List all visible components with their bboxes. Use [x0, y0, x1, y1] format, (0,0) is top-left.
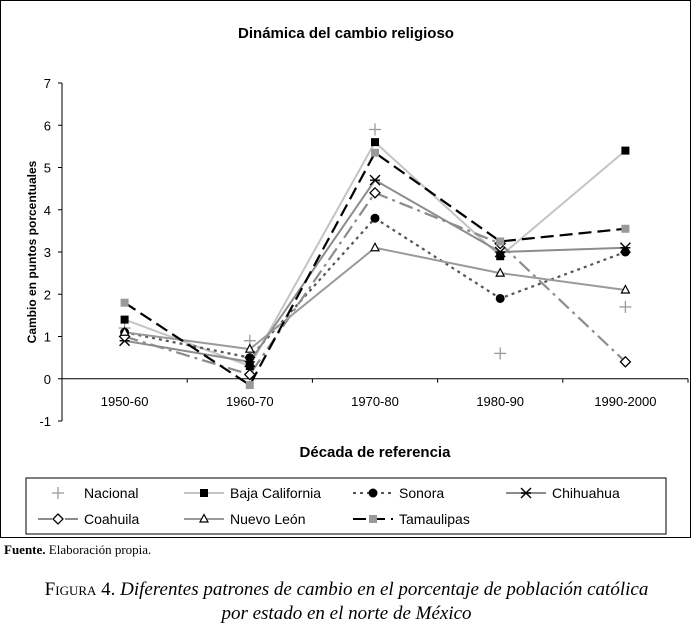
chart-frame — [0, 0, 691, 538]
y-tick-label: 3 — [44, 245, 51, 260]
legend — [25, 477, 667, 535]
data-point-baja-california — [621, 146, 630, 155]
legend-marker-chihuahua — [520, 487, 532, 499]
x-axis-label: Década de referencia — [300, 444, 452, 461]
series-line-tamaulipas — [123, 151, 626, 387]
data-point-nacional — [369, 123, 381, 136]
data-point-baja-california — [496, 252, 505, 261]
data-point-chihuahua — [619, 242, 631, 254]
data-point-sonora — [245, 353, 255, 363]
legend-marker-tamaulipas — [369, 515, 377, 523]
legend-label-nacional: Nacional — [84, 485, 138, 501]
figure-caption: Figura 4. Diferentes patrones de cambio … — [0, 578, 693, 626]
data-point-chihuahua — [494, 246, 506, 258]
data-point-sonora — [620, 247, 630, 257]
data-point-chihuahua — [369, 174, 381, 186]
data-point-nacional — [619, 300, 632, 313]
legend-label-sonora: Sonora — [399, 485, 444, 501]
y-tick-label: 2 — [44, 287, 51, 302]
data-point-nuevo-león — [119, 326, 130, 336]
data-point-nuevo-león — [370, 241, 380, 252]
series-line-chihuahua — [124, 179, 626, 363]
data-point-baja-california — [371, 138, 379, 147]
legend-marker-nuevo-león — [199, 513, 209, 523]
data-point-coahuila — [243, 368, 256, 381]
data-point-coahuila — [619, 355, 632, 368]
y-tick-label: 5 — [44, 161, 51, 176]
caption-line-2: por estado en el norte de México — [221, 603, 472, 624]
data-point-tamaulipas — [120, 298, 129, 307]
y-tick-label: 7 — [44, 76, 51, 91]
y-tick-label: -1 — [39, 414, 51, 429]
x-tick-label: 1950-60 — [101, 394, 149, 409]
data-point-nuevo-león — [495, 267, 506, 277]
legend-marker-coahuila — [52, 513, 64, 525]
legend-label-baja-california: Baja California — [230, 485, 321, 501]
legend-label-chihuahua: Chihuahua — [552, 485, 620, 501]
caption-prefix: Figura 4. — [44, 579, 116, 600]
data-point-nuevo-león — [244, 343, 255, 353]
data-point-baja-california — [245, 362, 254, 371]
y-axis-label: Cambio en puntos porcentuales — [25, 160, 39, 343]
legend-marker-sonora — [368, 488, 378, 498]
y-tick-label: 0 — [44, 372, 51, 387]
data-point-tamaulipas — [245, 381, 254, 390]
data-point-tamaulipas — [371, 148, 379, 157]
source-text: Elaboración propia. — [48, 542, 152, 557]
y-tick-label: 1 — [44, 330, 51, 345]
caption-text-1: Diferentes patrones de cambio en el porc… — [120, 579, 649, 600]
x-tick-label: 1980-90 — [476, 394, 524, 409]
chart-title: Dinámica del cambio religioso — [238, 25, 454, 42]
data-point-sonora — [495, 293, 505, 303]
data-point-nuevo-león — [620, 284, 631, 294]
data-point-chihuahua — [244, 356, 256, 368]
x-tick-label: 1990-2000 — [594, 394, 656, 409]
series-line-baja-california — [124, 141, 627, 368]
chart: Dinámica del cambio religioso -1 0 1 2 3 4 5 6 7 1… — [25, 25, 689, 535]
series-line-nuevo-león — [124, 246, 626, 351]
x-tick-label: 1970-80 — [351, 394, 399, 409]
data-point-coahuila — [369, 186, 381, 199]
data-point-tamaulipas — [496, 237, 505, 246]
legend-marker-baja-california — [200, 489, 208, 497]
data-point-baja-california — [120, 315, 129, 324]
legend-marker-nacional — [52, 487, 64, 499]
y-tick-label: 6 — [44, 118, 51, 133]
source-note: Fuente. Elaboración propia. — [4, 542, 151, 558]
y-tick-label: 4 — [44, 203, 51, 218]
legend-label-tamaulipas: Tamaulipas — [399, 511, 470, 527]
data-point-nacional — [494, 347, 507, 360]
data-point-tamaulipas — [621, 224, 630, 233]
legend-label-coahuila: Coahuila — [84, 511, 139, 527]
data-point-sonora — [370, 213, 380, 223]
legend-label-nuevo-león: Nuevo León — [230, 511, 306, 527]
source-label: Fuente. — [4, 542, 46, 557]
x-tick-label: 1960-70 — [226, 394, 274, 409]
series-line-sonora — [124, 217, 626, 359]
caption-line-1: Figura 4. Diferentes patrones de cambio … — [0, 578, 693, 602]
